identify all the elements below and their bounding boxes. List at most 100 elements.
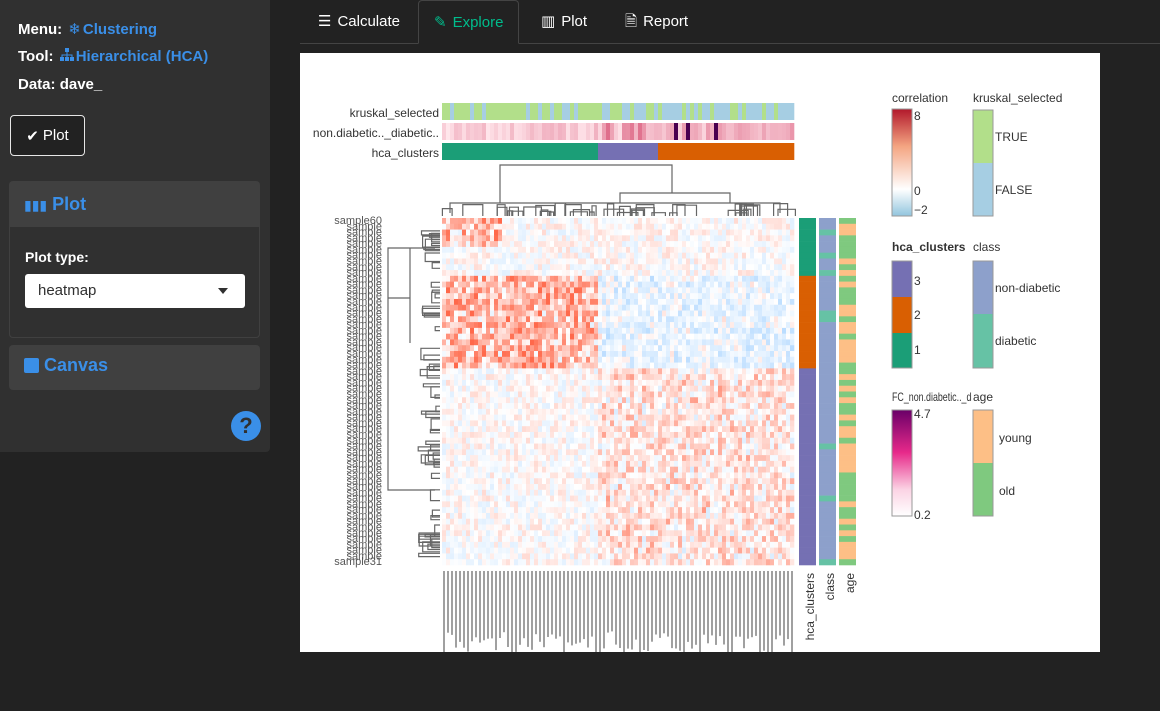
heatmap-cell [574, 327, 579, 334]
plot-button[interactable]: ✔ Plot [10, 115, 85, 156]
tab-explore[interactable]: ✎ Explore [418, 0, 520, 44]
heatmap-cell [582, 223, 587, 230]
heatmap-cell [542, 252, 547, 259]
heatmap-cell [634, 235, 639, 242]
heatmap-cell [550, 495, 555, 502]
heatmap-cell [578, 368, 583, 375]
tab-report[interactable]: 🗎 Report [610, 0, 703, 43]
heatmap-cell [598, 501, 603, 508]
plot-panel-header[interactable]: ▮▮▮ Plot [9, 181, 260, 227]
plot-type-select[interactable]: heatmap [25, 274, 245, 308]
heatmap-cell [534, 501, 539, 508]
heatmap-cell [610, 270, 615, 277]
heatmap-cell [494, 362, 499, 369]
heatmap-cell [454, 298, 459, 306]
heatmap-cell [778, 466, 783, 473]
heatmap-cell [526, 293, 531, 300]
heatmap-cell [642, 275, 647, 282]
heatmap-cell [542, 437, 547, 444]
heatmap-cell [678, 466, 683, 473]
heatmap-cell [750, 362, 755, 369]
heatmap-cell [630, 229, 635, 236]
heatmap-cell [758, 281, 763, 288]
heatmap-cell [746, 437, 751, 444]
heatmap-cell [698, 235, 703, 242]
heatmap-cell [502, 362, 507, 369]
heatmap-cell [622, 495, 627, 502]
heatmap-cell [474, 298, 479, 306]
kruskal-cell [598, 103, 603, 120]
heatmap-cell [554, 270, 559, 277]
heatmap-cell [630, 374, 635, 381]
heatmap-cell [682, 281, 687, 288]
heatmap-cell [738, 218, 743, 225]
tab-calculate[interactable]: ☰ Calculate [303, 0, 415, 43]
heatmap-cell [466, 426, 471, 433]
canvas-panel[interactable]: Canvas [9, 345, 260, 390]
heatmap-cell [718, 379, 723, 387]
heatmap-cell [710, 345, 715, 352]
heatmap-cell [570, 460, 575, 467]
heatmap-cell [442, 229, 447, 236]
heatmap-cell [694, 437, 699, 444]
heatmap-cell [458, 495, 463, 502]
heatmap-cell [706, 351, 711, 358]
heatmap-cell [454, 275, 459, 282]
heatmap-cell [782, 478, 787, 485]
heatmap-cell [554, 298, 559, 306]
heatmap-cell [774, 270, 779, 277]
heatmap-cell [546, 391, 551, 398]
heatmap-cell [662, 414, 667, 421]
heatmap-cell [522, 449, 527, 456]
heatmap-cell [498, 408, 503, 415]
tab-plot[interactable]: ▥ Plot [526, 0, 602, 43]
heatmap-cell [570, 316, 575, 323]
heatmap-cell [598, 368, 603, 375]
heatmap-cell [714, 252, 719, 259]
heatmap-cell [570, 443, 575, 450]
heatmap-cell [562, 484, 567, 491]
heatmap-cell [550, 379, 555, 387]
heatmap-cell [566, 333, 571, 340]
heatmap-cell [498, 507, 503, 514]
heatmap-cell [562, 391, 567, 398]
question-circle-icon[interactable]: ? [231, 411, 261, 441]
heatmap-cell [658, 449, 663, 456]
fc-cell [598, 123, 603, 140]
canvas-panel-header[interactable]: Canvas [9, 345, 260, 390]
heatmap-cell [446, 322, 451, 329]
heatmap-cell [738, 275, 743, 282]
heatmap-cell [626, 293, 631, 300]
heatmap-cell [502, 391, 507, 398]
heatmap-cell [790, 327, 795, 334]
heatmap-cell [722, 512, 727, 520]
heatmap-cell [730, 455, 735, 462]
heatmap-cell [610, 437, 615, 444]
heatmap-cell [618, 472, 623, 479]
heatmap-cell [562, 327, 567, 334]
heatmap-cell [466, 298, 471, 306]
heatmap-cell [730, 403, 735, 410]
heatmap-cell [522, 403, 527, 410]
heatmap-cell [678, 229, 683, 236]
heatmap-cell [510, 218, 515, 225]
dendrogram-branch [523, 206, 542, 216]
heatmap-cell [478, 327, 483, 334]
heatmap-cell [458, 351, 463, 358]
heatmap-cell [714, 298, 719, 306]
heatmap-cell [770, 362, 775, 369]
heatmap-cell [490, 223, 495, 230]
heatmap-cell [558, 287, 563, 294]
heatmap-cell [534, 478, 539, 485]
heatmap-cell [598, 431, 603, 439]
heatmap-cell [674, 304, 679, 311]
heatmap-cell [526, 235, 531, 242]
heatmap-cell [534, 310, 539, 317]
heatmap-cell [582, 339, 587, 346]
heatmap-cell [462, 345, 467, 352]
heatmap-cell [450, 275, 455, 282]
heatmap-cell [734, 235, 739, 242]
heatmap-cell [570, 229, 575, 236]
heatmap-cell [682, 362, 687, 369]
heatmap-cell [782, 322, 787, 329]
